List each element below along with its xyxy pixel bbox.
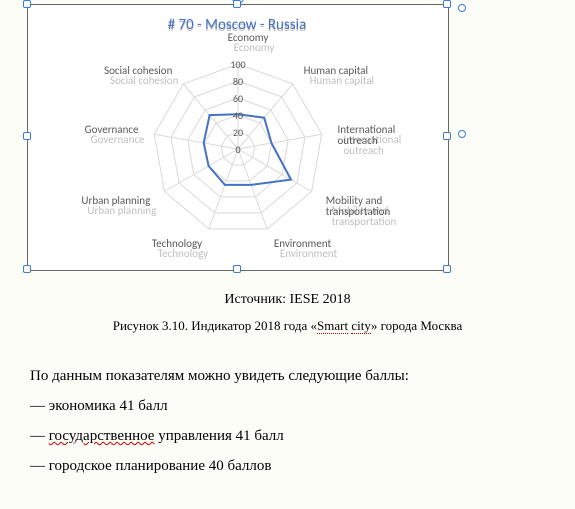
axis-label: Urban planning bbox=[70, 195, 150, 207]
resize-handle-nw[interactable] bbox=[23, 0, 31, 8]
resize-handle-sw[interactable] bbox=[23, 265, 31, 273]
resize-handle-e[interactable] bbox=[443, 132, 451, 140]
layout-options-handle-2[interactable] bbox=[458, 130, 466, 138]
axis-label: Environment bbox=[274, 238, 354, 250]
body-intro: По данным показателям можно увидеть след… bbox=[30, 368, 409, 385]
resize-handle-ne[interactable] bbox=[443, 0, 451, 8]
tick-label: 100 bbox=[226, 58, 250, 71]
axis-label: Human capital bbox=[304, 65, 384, 77]
caption-prefix: Рисунок 3.10. Индикатор 2018 года « bbox=[113, 318, 317, 333]
radar-chart[interactable]: # 70 - Moscow - Russia # 70 - Moscow - R… bbox=[38, 12, 436, 260]
body-line-1: — экономика 41 балл bbox=[30, 398, 168, 415]
resize-handle-w[interactable] bbox=[23, 132, 31, 140]
axis-label: Economy bbox=[208, 32, 288, 44]
axis-label: Technology bbox=[122, 238, 202, 250]
axis-label: Mobility and transportation bbox=[326, 195, 406, 218]
body-line-2-pre: — bbox=[30, 428, 49, 444]
body-line-2-post: управления 41 балл bbox=[154, 428, 283, 444]
figure-caption: Рисунок 3.10. Индикатор 2018 года «Smart… bbox=[0, 318, 575, 334]
source-line: Источник: IESE 2018 bbox=[0, 292, 575, 308]
body-line-2-error: государственное bbox=[49, 428, 155, 444]
axis-label: Social cohesion bbox=[92, 65, 172, 77]
tick-label: 20 bbox=[226, 126, 250, 139]
resize-handle-n[interactable] bbox=[233, 0, 241, 8]
caption-link-1: Smart bbox=[317, 318, 348, 334]
caption-link-2: city bbox=[351, 318, 371, 334]
axis-label: International outreach bbox=[337, 124, 417, 147]
resize-handle-s[interactable] bbox=[233, 265, 241, 273]
resize-handle-se[interactable] bbox=[443, 265, 451, 273]
layout-options-handle[interactable] bbox=[458, 4, 466, 12]
tick-label: 0 bbox=[226, 143, 250, 156]
tick-label: 60 bbox=[226, 92, 250, 105]
caption-suffix: » города Москва bbox=[371, 318, 462, 333]
axis-label: Governance bbox=[59, 124, 139, 136]
tick-label: 40 bbox=[226, 109, 250, 122]
body-line-3: — городское планирование 40 баллов bbox=[30, 458, 271, 475]
body-line-2: — государственное управления 41 балл bbox=[30, 428, 284, 445]
tick-label: 80 bbox=[226, 75, 250, 88]
page: # 70 - Moscow - Russia # 70 - Moscow - R… bbox=[0, 0, 575, 509]
